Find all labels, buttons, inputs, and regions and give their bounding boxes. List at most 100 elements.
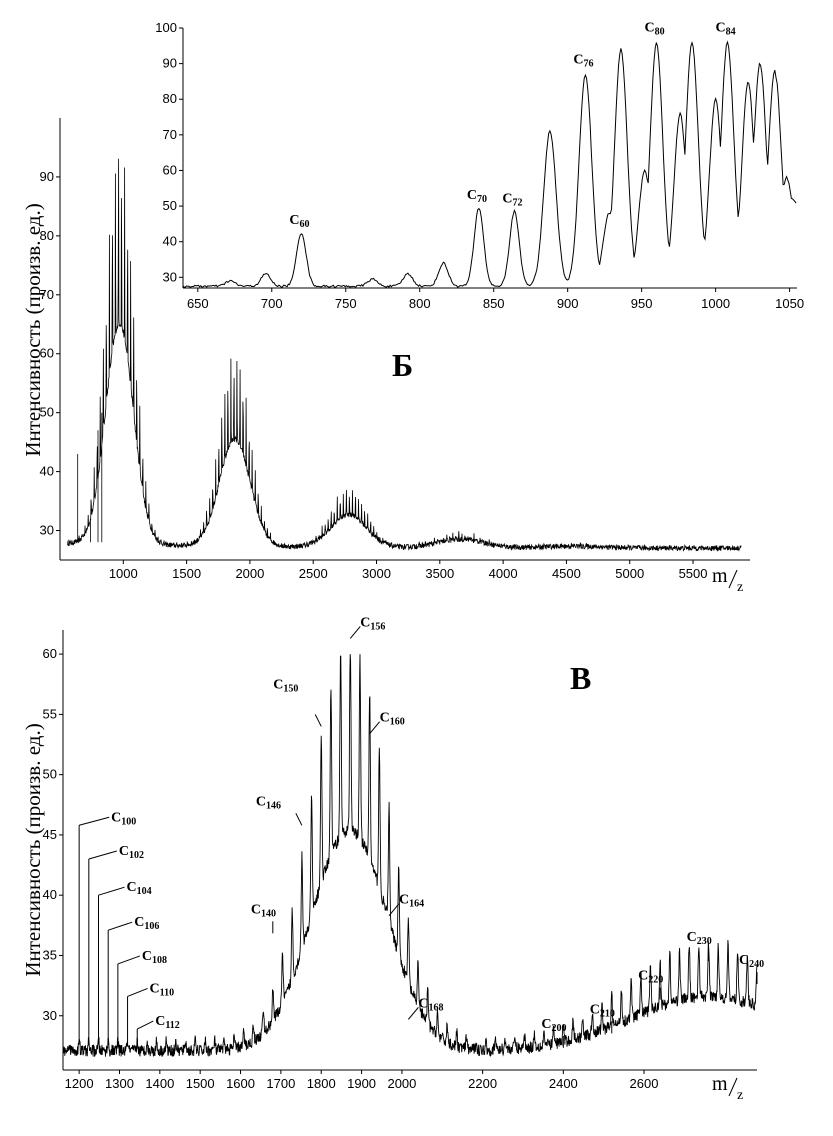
chart-v-x-tick-label: 1900 — [347, 1076, 376, 1091]
chart-a-y-tick-label: 40 — [163, 234, 177, 249]
chart-b-x-tick-label: 2500 — [299, 566, 328, 581]
chart-v-annotation-0: C100 — [111, 810, 136, 827]
chart-v-annotation-8: C146 — [256, 794, 281, 811]
chart-v-annotation-4: C108 — [142, 949, 167, 966]
chart-v-y-tick-label: 40 — [43, 887, 57, 902]
chart-a-annotation-1: C70 — [467, 188, 487, 205]
chart-v-y-tick-label: 60 — [43, 646, 57, 661]
chart-b-x-tick-label: 1000 — [109, 566, 138, 581]
chart-b-x-tick-label: 3000 — [362, 566, 391, 581]
chart-v-y-tick-label: 35 — [43, 947, 57, 962]
y-axis-label-upper: Интенсивность (произв. ед.) — [21, 203, 45, 456]
chart-v-annotation-11: C160 — [380, 711, 405, 728]
chart-a-y-tick-label: 30 — [163, 269, 177, 284]
chart-v-annotation-2: C104 — [127, 880, 152, 897]
chart-b-y-tick-label: 30 — [40, 523, 54, 538]
svg-text:z: z — [737, 1088, 743, 1103]
chart-a-x-tick-label: 750 — [335, 296, 357, 311]
chart-a-x-tick-label: 850 — [483, 296, 505, 311]
chart-b-x-tick-label: 4500 — [552, 566, 581, 581]
chart-v-annotation-17: C230 — [687, 930, 712, 947]
chart-v-annotation-1: C102 — [119, 844, 144, 861]
chart-v-y-tick-label: 50 — [43, 767, 57, 782]
chart-v-annotation-9: C150 — [273, 677, 298, 694]
chart-a-annotation-5: C84 — [715, 21, 735, 38]
chart-v-leader-elbow-4 — [117, 955, 141, 965]
chart-v-leader-9 — [314, 714, 322, 727]
chart-v-x-tick-label: 1200 — [65, 1076, 94, 1091]
chart-v-y-tick-label: 55 — [43, 706, 57, 721]
panel-label-v: В — [570, 660, 591, 696]
chart-a-y-tick-label: 100 — [155, 20, 177, 35]
chart-a-annotation-4: C80 — [644, 21, 664, 38]
chart-v-x-tick-label: 1800 — [307, 1076, 336, 1091]
chart-v-x-tick-label: 2400 — [549, 1076, 578, 1091]
chart-v-series-line — [62, 654, 758, 1058]
chart-v-y-tick-label: 45 — [43, 827, 57, 842]
svg-text:z: z — [737, 580, 743, 595]
chart-a-y-tick-label: 80 — [163, 91, 177, 106]
chart-v-annotation-16: C220 — [638, 969, 663, 986]
chart-b-x-tick-label: 5500 — [679, 566, 708, 581]
chart-a-y-tick-label: 60 — [163, 162, 177, 177]
chart-b-series-line — [67, 158, 742, 552]
chart-v-leader-elbow-5 — [127, 988, 148, 997]
chart-v-leader-12 — [388, 903, 400, 917]
chart-v-y-tick-label: 30 — [43, 1008, 57, 1023]
chart-v-annotation-13: C168 — [418, 996, 443, 1013]
chart-a-x-tick-label: 650 — [187, 296, 209, 311]
y-axis-label-lower: Интенсивность (произв. ед.) — [21, 723, 45, 976]
spectrum-a-plot: 30 40 50 60 70 80 90 100 650 700 750 800 850 900 950 10… — [155, 20, 804, 312]
chart-a-x-tick-label: 1050 — [775, 296, 804, 311]
svg-text:m: m — [712, 565, 728, 587]
chart-a-x-tick-label: 700 — [261, 296, 283, 311]
chart-v-annotation-18: C240 — [739, 953, 764, 970]
chart-v-leader-elbow-3 — [108, 921, 133, 931]
chart-v-leader-11 — [369, 721, 381, 734]
chart-b-x-tick-label: 2000 — [235, 566, 264, 581]
chart-v-leader-elbow-0 — [79, 816, 110, 826]
chart-b-y-tick-label: 60 — [40, 346, 54, 361]
chart-a-x-tick-label: 950 — [631, 296, 653, 311]
chart-v-annotation-14: C200 — [541, 1017, 566, 1034]
chart-v-x-tick-label: 1500 — [186, 1076, 215, 1091]
chart-v-annotation-12: C164 — [399, 893, 424, 910]
chart-b-y-tick-label: 50 — [40, 405, 54, 420]
chart-b-x-tick-label: 4000 — [489, 566, 518, 581]
chart-v-annotation-5: C110 — [150, 981, 175, 998]
chart-v-x-tick-label: 1400 — [145, 1076, 174, 1091]
chart-v-x-tick-label: 2000 — [387, 1076, 416, 1091]
chart-v-annotation-10: C156 — [360, 615, 385, 632]
mz-label-b: m z — [712, 565, 743, 595]
chart-v-leader-10 — [349, 626, 361, 639]
chart-v-leader-elbow-6 — [137, 1020, 154, 1030]
chart-a-y-tick-label: 70 — [163, 127, 177, 142]
chart-v-annotation-15: C210 — [590, 1002, 615, 1019]
chart-b-y-tick-label: 40 — [40, 464, 54, 479]
chart-b-y-tick-label: 80 — [40, 228, 54, 243]
chart-a-x-tick-label: 800 — [409, 296, 431, 311]
chart-v-x-tick-label: 2200 — [468, 1076, 497, 1091]
svg-text:m: m — [712, 1073, 728, 1095]
chart-v-x-tick-label: 2600 — [630, 1076, 659, 1091]
spectrum-v-plot: 30 35 40 45 50 55 60 1200 1300 1400 1500 1600 1700 18… — [43, 615, 765, 1091]
chart-a-annotation-0: C60 — [289, 213, 309, 230]
chart-a-x-tick-label: 900 — [557, 296, 579, 311]
chart-b-y-tick-label: 90 — [40, 169, 54, 184]
chart-v-annotation-7: C140 — [251, 902, 276, 919]
mz-label-v: m z — [712, 1073, 743, 1103]
chart-a-series-line — [182, 40, 797, 289]
chart-v-leader-elbow-2 — [98, 886, 125, 896]
chart-v-x-tick-label: 1600 — [226, 1076, 255, 1091]
chart-a-annotation-2: C72 — [502, 192, 522, 209]
chart-v-annotation-3: C106 — [134, 915, 159, 932]
chart-a-x-tick-label: 1000 — [701, 296, 730, 311]
chart-v-leader-elbow-1 — [88, 850, 117, 860]
chart-a-y-tick-label: 90 — [163, 56, 177, 71]
chart-v-leader-13 — [408, 1007, 419, 1020]
panel-label-b: Б — [392, 347, 413, 383]
chart-b-y-tick-label: 70 — [40, 287, 54, 302]
chart-a-annotation-3: C76 — [573, 53, 593, 70]
chart-v-x-tick-label: 1700 — [266, 1076, 295, 1091]
